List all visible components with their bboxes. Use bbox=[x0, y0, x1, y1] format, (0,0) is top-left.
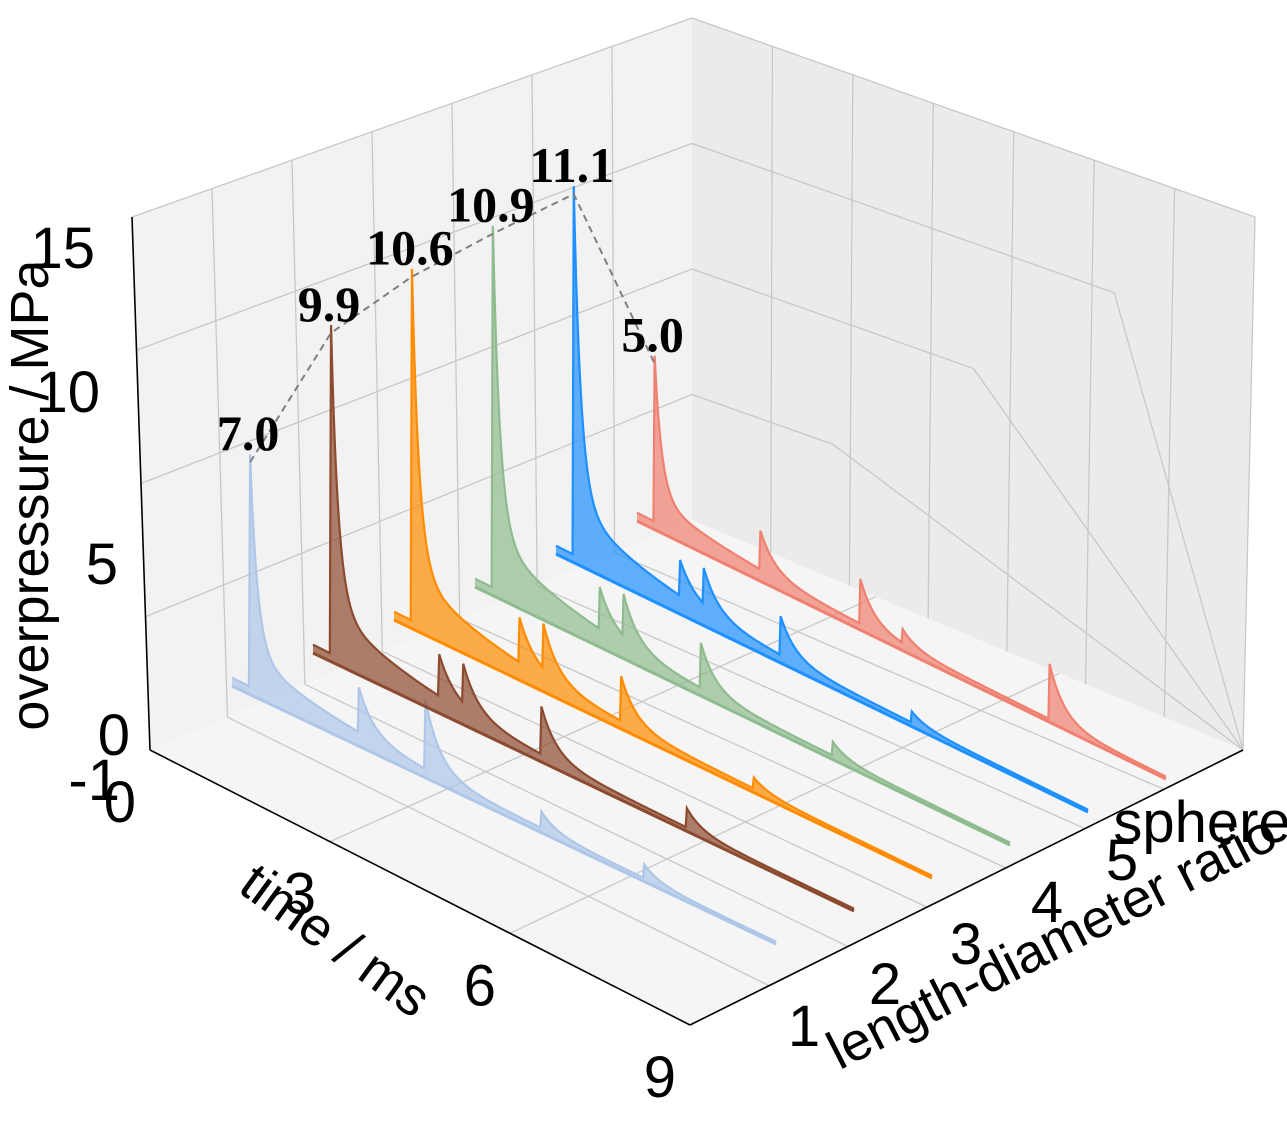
peak-annotations: 7.0 9.910.610.911.1 5.0 bbox=[217, 137, 684, 463]
y-tick-label: 5 bbox=[1106, 828, 1138, 893]
series-fill-sphere bbox=[637, 355, 1166, 779]
left-wall-gridline bbox=[451, 103, 461, 619]
peak-label-sphere: 5.0 bbox=[621, 307, 684, 363]
axis-line bbox=[689, 749, 1244, 1026]
series-baseline-sphere bbox=[636, 519, 1167, 781]
floor-pane bbox=[150, 520, 1243, 1025]
peak-label-2: 9.9 bbox=[298, 276, 361, 332]
floor-gridline bbox=[227, 716, 770, 987]
y-tick-label: 4 bbox=[1031, 870, 1063, 935]
peak-label-1: 7.0 bbox=[217, 405, 280, 461]
series-layer bbox=[231, 186, 1167, 946]
left-wall-gridline bbox=[531, 74, 538, 586]
right-wall-gridline bbox=[1163, 188, 1176, 718]
x-tick-label: 6 bbox=[464, 953, 496, 1018]
z-tick-label: 10 bbox=[35, 360, 100, 425]
right-wall-gridline bbox=[927, 103, 934, 619]
left-wall-gridline bbox=[611, 46, 616, 553]
series-line-1 bbox=[231, 454, 777, 943]
y-tick-label: 1 bbox=[788, 994, 820, 1059]
left-wall-gridline bbox=[291, 160, 306, 685]
y-tick-label: 3 bbox=[950, 912, 982, 977]
x-tick-label: 3 bbox=[284, 862, 316, 927]
z-gridline bbox=[136, 142, 1244, 751]
axis-line bbox=[149, 749, 691, 1026]
series-line-2 bbox=[312, 324, 855, 910]
series-baseline-4 bbox=[474, 585, 1011, 847]
right-wall-gridline bbox=[1084, 160, 1095, 685]
z-tick-label: 5 bbox=[86, 532, 118, 597]
peak-label-5: 11.1 bbox=[529, 137, 614, 193]
series-line-4 bbox=[474, 225, 1011, 844]
right-wall-gridline bbox=[770, 46, 774, 553]
series-line-sphere bbox=[636, 355, 1167, 778]
right-wall-gridline bbox=[1006, 131, 1015, 652]
z-tick-label: 0 bbox=[98, 703, 130, 768]
right-wall-gridline bbox=[848, 74, 854, 586]
axis-line bbox=[131, 216, 151, 751]
x-tick-label: 0 bbox=[104, 770, 136, 835]
series-baseline-1 bbox=[231, 684, 777, 946]
left-wall-gridline bbox=[371, 131, 383, 652]
series-line-5 bbox=[555, 186, 1089, 811]
z-gridline bbox=[131, 17, 1256, 751]
z-tick-label: -1 bbox=[68, 748, 120, 813]
axis-lines bbox=[131, 216, 1244, 1026]
z-axis-label: overpressure / MPa bbox=[0, 258, 60, 730]
x-tick-label: 9 bbox=[644, 1045, 676, 1110]
y-tick-label: 2 bbox=[869, 952, 901, 1017]
z-gridline bbox=[140, 268, 1244, 751]
series-line-3 bbox=[393, 268, 933, 877]
y-tick-label: sphere bbox=[1113, 790, 1287, 855]
peak-label-3: 10.6 bbox=[366, 220, 454, 276]
series-baseline-5 bbox=[555, 552, 1089, 814]
series-baseline-2 bbox=[312, 651, 855, 913]
series-baseline-3 bbox=[393, 618, 933, 880]
floor-gridline bbox=[304, 683, 849, 948]
z-tick-label: 15 bbox=[30, 216, 95, 281]
left-wall-gridline bbox=[211, 188, 229, 718]
peak-label-4: 10.9 bbox=[447, 177, 535, 233]
